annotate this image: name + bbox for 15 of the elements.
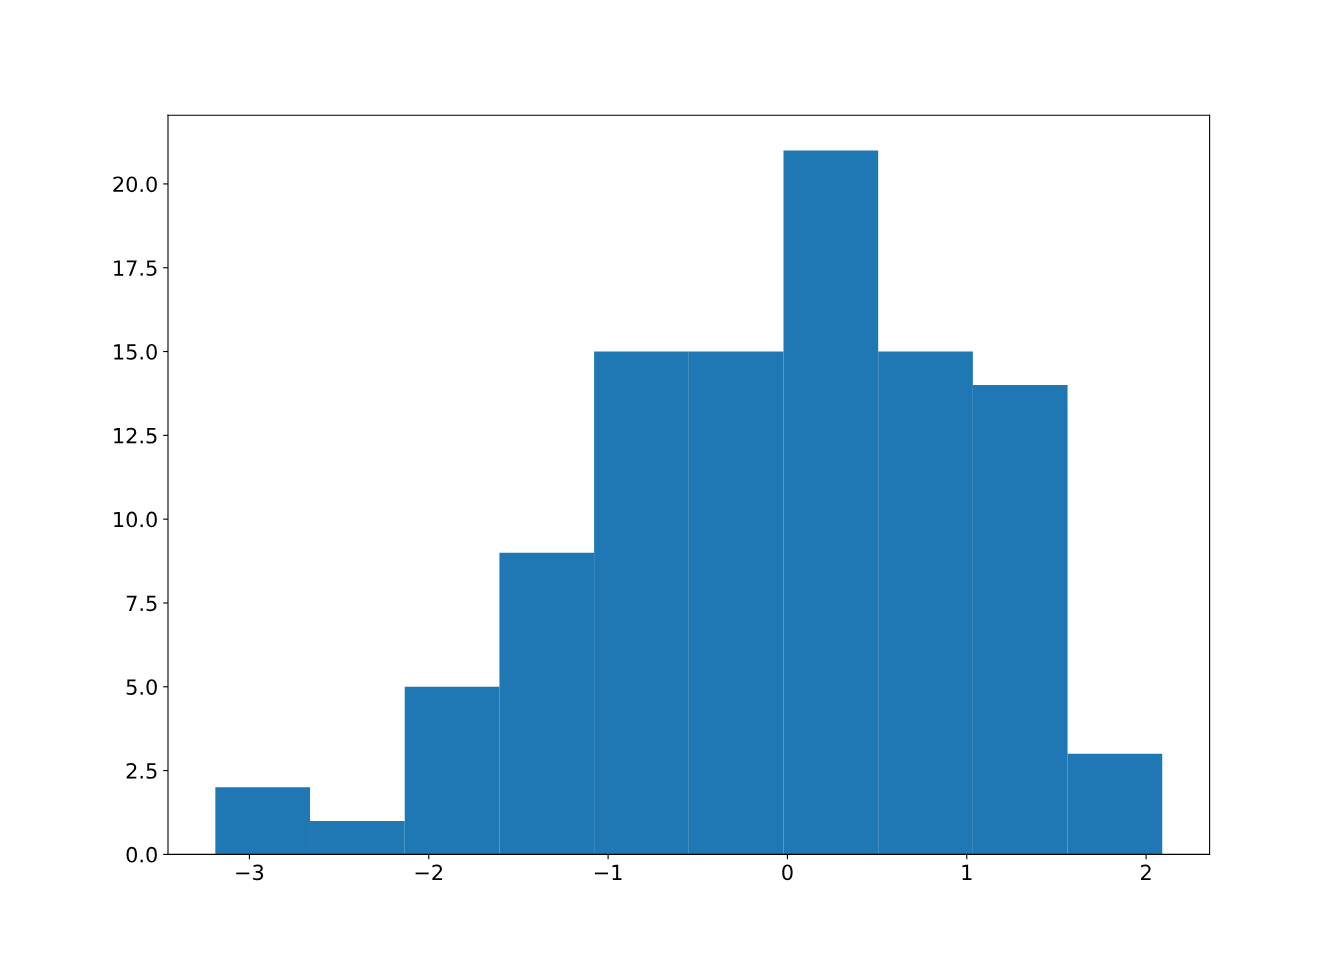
x-tick-label: −2 bbox=[415, 864, 443, 880]
y-tick-label: 15.0 bbox=[114, 344, 157, 360]
y-tick-label: 12.5 bbox=[114, 427, 157, 444]
y-tick-label: 10.0 bbox=[114, 511, 157, 528]
y-tick-label: 0.0 bbox=[126, 846, 157, 863]
x-tick-label: 0 bbox=[782, 864, 793, 881]
y-tick-label: 7.5 bbox=[126, 595, 157, 612]
x-tick-label: 1 bbox=[962, 864, 972, 880]
y-tick-label: 2.5 bbox=[126, 763, 157, 779]
x-tick-label: −3 bbox=[236, 864, 264, 881]
y-tick-label: 17.5 bbox=[114, 260, 157, 276]
y-tick-label: 20.0 bbox=[113, 176, 157, 193]
y-tick-label: 5.0 bbox=[126, 679, 157, 695]
x-tick-label: −1 bbox=[594, 864, 622, 880]
x-tick-label: 2 bbox=[1141, 864, 1151, 880]
